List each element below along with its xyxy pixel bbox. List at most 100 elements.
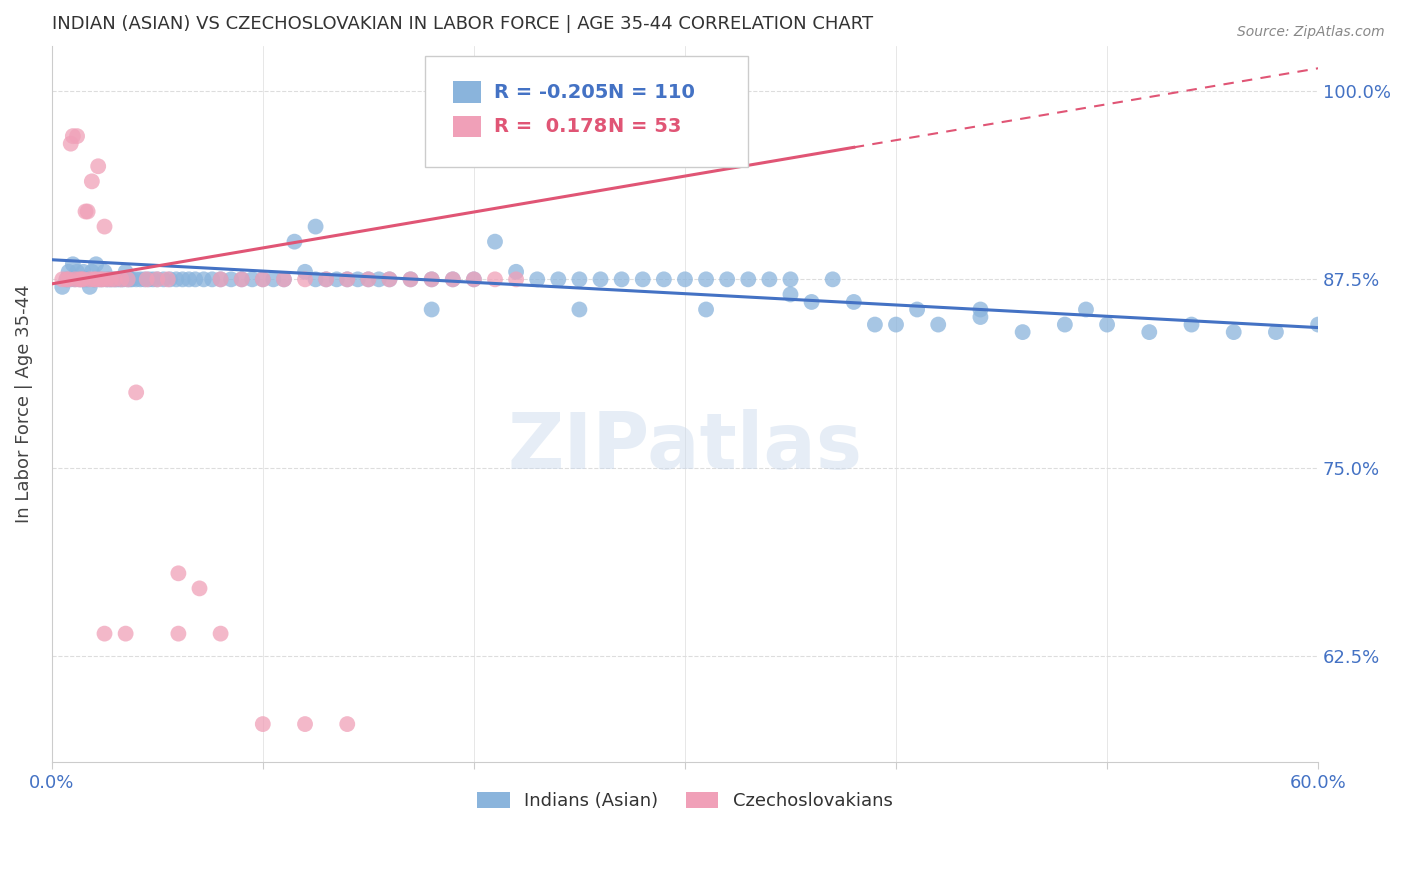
Point [758, 272, 780, 286]
Point [62, 129, 84, 144]
Point [821, 272, 844, 286]
Point [93, 626, 115, 640]
Point [110, 272, 132, 286]
Point [969, 302, 991, 317]
Text: N = 110: N = 110 [607, 83, 695, 102]
Point [547, 272, 569, 286]
Point [59, 272, 82, 286]
Point [117, 272, 139, 286]
Point [1137, 325, 1160, 339]
Point [62, 257, 84, 271]
Point [93, 219, 115, 234]
Point [1222, 325, 1244, 339]
FancyBboxPatch shape [453, 116, 481, 137]
Point [336, 717, 359, 731]
Point [283, 235, 305, 249]
Point [1095, 318, 1118, 332]
Point [294, 265, 316, 279]
Point [463, 272, 485, 286]
Point [79, 272, 101, 286]
Point [167, 566, 190, 581]
Point [51, 272, 73, 286]
Point [399, 272, 422, 286]
Point [121, 272, 143, 286]
Point [505, 265, 527, 279]
Point [118, 272, 141, 286]
Point [58, 272, 80, 286]
Point [83, 272, 105, 286]
Point [125, 272, 148, 286]
Point [87, 159, 110, 173]
Point [779, 287, 801, 301]
Text: R =  0.178: R = 0.178 [494, 117, 607, 136]
Point [70, 272, 93, 286]
Point [184, 272, 207, 286]
Point [112, 272, 135, 286]
Point [75, 272, 97, 286]
Point [188, 582, 211, 596]
Point [72, 265, 94, 279]
Point [91, 272, 114, 286]
Point [100, 272, 122, 286]
Point [96, 272, 118, 286]
Point [252, 717, 274, 731]
Point [58, 265, 80, 279]
Point [304, 272, 326, 286]
Point [505, 272, 527, 286]
Point [117, 272, 139, 286]
Point [114, 265, 136, 279]
Point [800, 295, 823, 310]
Point [219, 272, 242, 286]
Point [346, 272, 368, 286]
Point [63, 272, 86, 286]
Point [76, 204, 98, 219]
Point [193, 272, 215, 286]
Text: R = -0.205: R = -0.205 [494, 83, 607, 102]
Point [357, 272, 380, 286]
Point [357, 272, 380, 286]
Point [72, 272, 94, 286]
Point [905, 302, 928, 317]
Point [55, 272, 77, 286]
Y-axis label: In Labor Force | Age 35-44: In Labor Force | Age 35-44 [15, 285, 32, 523]
Point [83, 272, 105, 286]
Point [146, 272, 169, 286]
Point [72, 272, 94, 286]
Point [716, 272, 738, 286]
Point [927, 318, 949, 332]
Point [114, 626, 136, 640]
Text: Source: ZipAtlas.com: Source: ZipAtlas.com [1237, 25, 1385, 39]
Point [67, 272, 90, 286]
Point [420, 272, 443, 286]
Point [142, 272, 165, 286]
Point [969, 310, 991, 324]
Point [737, 272, 759, 286]
Point [262, 272, 284, 286]
Point [51, 280, 73, 294]
Point [231, 272, 253, 286]
Point [252, 272, 274, 286]
FancyBboxPatch shape [453, 81, 481, 103]
Text: N = 53: N = 53 [607, 117, 681, 136]
Point [152, 272, 174, 286]
Point [66, 129, 89, 144]
Point [110, 272, 132, 286]
Point [1053, 318, 1076, 332]
Point [66, 265, 89, 279]
Point [884, 318, 907, 332]
Point [273, 272, 295, 286]
Text: ZIPatlas: ZIPatlas [508, 409, 862, 484]
Point [201, 272, 224, 286]
Point [97, 272, 120, 286]
Point [83, 272, 105, 286]
Point [589, 272, 612, 286]
Point [1350, 446, 1372, 460]
Point [125, 385, 148, 400]
Point [96, 272, 118, 286]
Point [304, 219, 326, 234]
Point [336, 272, 359, 286]
Point [252, 272, 274, 286]
Point [101, 272, 124, 286]
FancyBboxPatch shape [426, 56, 748, 168]
Point [315, 272, 337, 286]
